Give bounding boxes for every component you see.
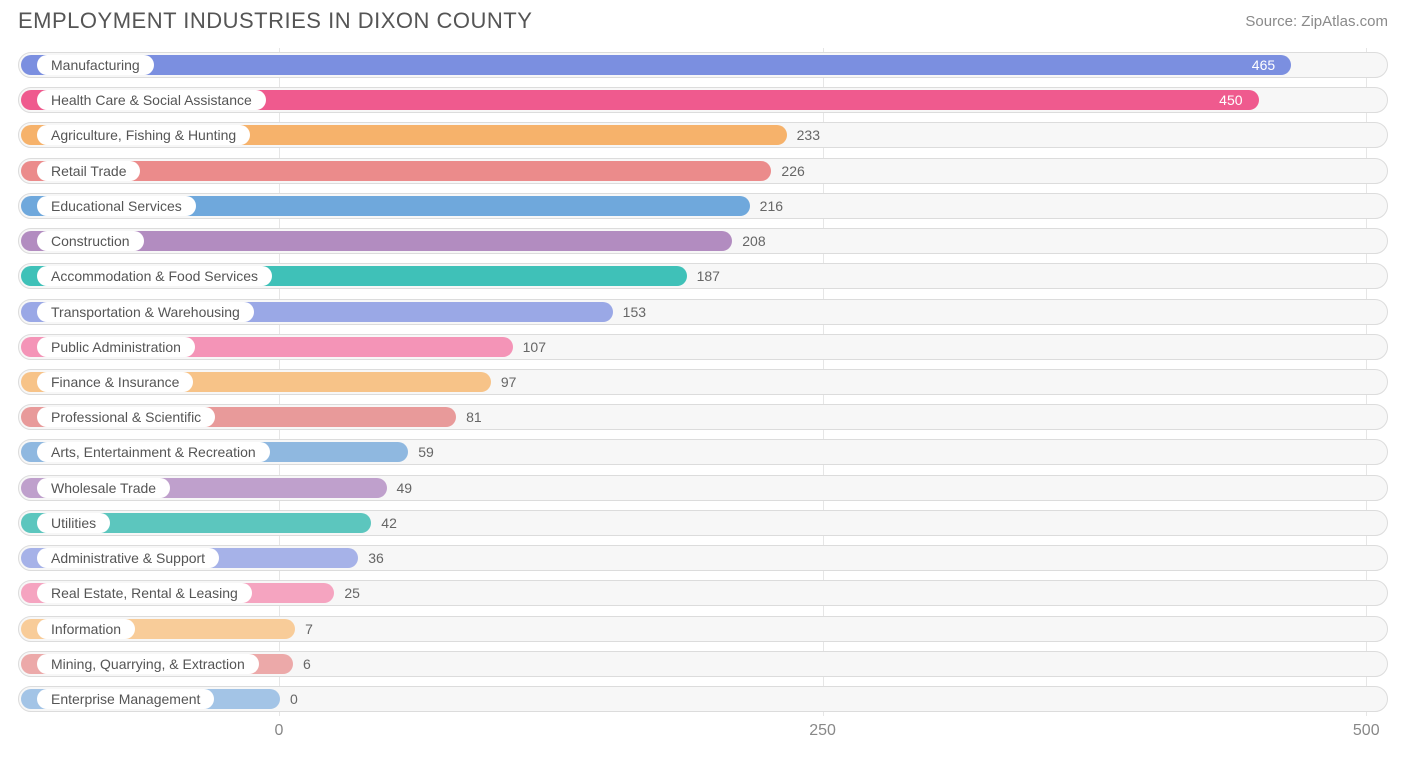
bar-track: Manufacturing 465 [18,52,1388,78]
x-tick-label: 500 [1353,722,1380,740]
bar-category-label: Retail Trade [37,161,140,181]
x-tick-label: 250 [809,722,836,740]
bar-category-label: Professional & Scientific [37,407,215,427]
bar-track: Retail Trade 226 [18,158,1388,184]
bar-category-label: Public Administration [37,337,195,357]
bar-row: Manufacturing 465 [18,50,1388,80]
bar-track: Arts, Entertainment & Recreation 59 [18,439,1388,465]
source-prefix: Source: [1245,13,1301,30]
bar-track: Administrative & Support 36 [18,545,1388,571]
bar-row: Enterprise Management 0 [18,684,1388,714]
bar-row: Wholesale Trade 49 [18,473,1388,503]
bar-row: Mining, Quarrying, & Extraction 6 [18,649,1388,679]
bar-track: Real Estate, Rental & Leasing 25 [18,580,1388,606]
bar-row: Health Care & Social Assistance 450 [18,85,1388,115]
bar-value-label: 226 [781,163,804,179]
bar-track: Public Administration 107 [18,334,1388,360]
bar-track: Health Care & Social Assistance 450 [18,87,1388,113]
source-link[interactable]: ZipAtlas.com [1301,13,1388,30]
bar-row: Retail Trade 226 [18,156,1388,186]
bar-value-label: 208 [742,233,765,249]
bar-track: Accommodation & Food Services 187 [18,263,1388,289]
bar-category-label: Mining, Quarrying, & Extraction [37,654,259,674]
bar-row: Accommodation & Food Services 187 [18,261,1388,291]
bar-row: Information 7 [18,614,1388,644]
bar-track: Wholesale Trade 49 [18,475,1388,501]
bar-row: Professional & Scientific 81 [18,402,1388,432]
bar-value-label: 97 [501,374,517,390]
bar-category-label: Enterprise Management [37,689,214,709]
bar-category-label: Accommodation & Food Services [37,266,272,286]
bar-fill [21,55,1291,75]
bar-value-label: 6 [303,656,311,672]
bar-value-label: 216 [760,198,783,214]
bar-track: Agriculture, Fishing & Hunting 233 [18,122,1388,148]
bar-value-label: 450 [1219,92,1242,108]
bar-category-label: Finance & Insurance [37,372,193,392]
bar-row: Administrative & Support 36 [18,543,1388,573]
bar-row: Construction 208 [18,226,1388,256]
bar-category-label: Real Estate, Rental & Leasing [37,583,252,603]
bar-track: Information 7 [18,616,1388,642]
bar-value-label: 36 [368,550,384,566]
bar-value-label: 59 [418,444,434,460]
bar-track: Finance & Insurance 97 [18,369,1388,395]
bar-category-label: Utilities [37,513,110,533]
bar-value-label: 233 [797,127,820,143]
bar-row: Real Estate, Rental & Leasing 25 [18,578,1388,608]
chart-title: EMPLOYMENT INDUSTRIES IN DIXON COUNTY [18,8,532,34]
bar-category-label: Manufacturing [37,55,154,75]
chart-area: Manufacturing 465 Health Care & Social Ass… [18,48,1388,750]
bars-container: Manufacturing 465 Health Care & Social Ass… [18,48,1388,716]
source-attribution: Source: ZipAtlas.com [1245,13,1388,30]
bar-value-label: 49 [397,480,413,496]
x-axis: 0 250 500 [18,716,1388,750]
bar-value-label: 153 [623,304,646,320]
bar-row: Utilities 42 [18,508,1388,538]
chart-header: EMPLOYMENT INDUSTRIES IN DIXON COUNTY So… [0,0,1406,38]
bar-category-label: Arts, Entertainment & Recreation [37,442,270,462]
bar-track: Professional & Scientific 81 [18,404,1388,430]
bar-row: Transportation & Warehousing 153 [18,297,1388,327]
bar-value-label: 107 [523,339,546,355]
bar-row: Finance & Insurance 97 [18,367,1388,397]
bar-track: Enterprise Management 0 [18,686,1388,712]
bar-value-label: 25 [344,585,360,601]
bar-row: Agriculture, Fishing & Hunting 233 [18,120,1388,150]
bar-track: Educational Services 216 [18,193,1388,219]
bar-value-label: 0 [290,691,298,707]
bar-category-label: Construction [37,231,144,251]
bar-value-label: 81 [466,409,482,425]
bar-row: Arts, Entertainment & Recreation 59 [18,437,1388,467]
bar-category-label: Administrative & Support [37,548,219,568]
bar-row: Public Administration 107 [18,332,1388,362]
bar-track: Mining, Quarrying, & Extraction 6 [18,651,1388,677]
bar-category-label: Wholesale Trade [37,478,170,498]
bar-track: Utilities 42 [18,510,1388,536]
bar-value-label: 187 [697,268,720,284]
bar-track: Construction 208 [18,228,1388,254]
bar-value-label: 42 [381,515,397,531]
bar-value-label: 7 [305,621,313,637]
bar-track: Transportation & Warehousing 153 [18,299,1388,325]
x-tick-label: 0 [274,722,283,740]
bar-category-label: Transportation & Warehousing [37,302,254,322]
bar-category-label: Educational Services [37,196,196,216]
bar-value-label: 465 [1252,57,1275,73]
bar-row: Educational Services 216 [18,191,1388,221]
bar-category-label: Agriculture, Fishing & Hunting [37,125,250,145]
bar-category-label: Information [37,619,135,639]
bar-category-label: Health Care & Social Assistance [37,90,266,110]
